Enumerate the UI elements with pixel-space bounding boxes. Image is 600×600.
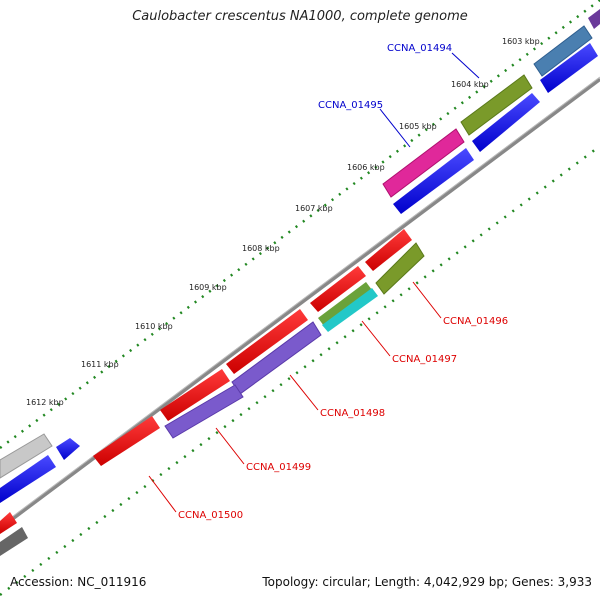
ruler-tick-label: 1608 kbp (242, 244, 280, 253)
feature-red-arrow (226, 309, 308, 374)
feature-red-arrow (310, 266, 366, 312)
gene-labels: CCNA_01494 CCNA_01495 CCNA_01496 CCNA_01… (178, 43, 508, 521)
ruler-tick-label: 1612 kbp (26, 398, 64, 407)
feature-blue-arrow (472, 93, 540, 152)
gene-label-forward[interactable]: CCNA_01494 (387, 43, 452, 54)
ruler-tick-label: 1606 kbp (347, 163, 385, 172)
ruler-tick-label: 1610 kbp (135, 322, 173, 331)
leader-01494 (451, 52, 480, 79)
map-title: Caulobacter crescentus NA1000, complete … (132, 9, 468, 24)
feature-purple-01499 (164, 384, 244, 439)
leader-01496 (412, 281, 442, 319)
ruler-tick-label: 1604 kbp (451, 80, 489, 89)
feature-purple-edge (588, 9, 600, 29)
ruler-tick-label: 1609 kbp (189, 283, 227, 292)
feature-red-01496 (365, 229, 412, 271)
gene-label-reverse[interactable]: CCNA_01498 (320, 408, 385, 419)
feature-steel-blue (533, 25, 593, 77)
label-leaders (148, 52, 480, 513)
gene-label-forward[interactable]: CCNA_01495 (318, 100, 383, 111)
genome-backbone-highlight (0, 76, 600, 527)
gene-label-reverse[interactable]: CCNA_01496 (443, 316, 508, 327)
feature-red-01500 (93, 416, 160, 466)
blue-arrows (0, 43, 598, 503)
genome-summary-text: Topology: circular; Length: 4,042,929 bp… (262, 575, 592, 589)
feature-darkgray-arrow (0, 527, 28, 556)
ruler-tick-label: 1607 kbp (295, 204, 333, 213)
feature-red-arrow (0, 512, 17, 534)
ruler-dotted-outer (0, 0, 600, 450)
feature-blue-arrow (56, 438, 80, 460)
feature-olive-01496 (375, 242, 425, 295)
reverse-strand-features (0, 229, 425, 556)
ruler-ticks: 1603 kbp 1604 kbp 1605 kbp 1606 kbp 1607… (26, 37, 540, 407)
ruler-tick-label: 1605 kbp (399, 122, 437, 131)
feature-magenta-01495 (382, 128, 465, 198)
ruler-tick-label: 1611 kbp (81, 360, 119, 369)
accession-text: Accession: NC_011916 (10, 575, 147, 589)
feature-blue-arrow (0, 455, 56, 503)
feature-blue-arrow (393, 148, 474, 214)
leader-01495 (379, 108, 411, 148)
ruler-dashed-inner (0, 144, 600, 597)
feature-cyan-01497 (322, 288, 378, 332)
leader-01499 (215, 427, 245, 465)
feature-gray-left (0, 433, 53, 479)
feature-red-arrow (160, 369, 230, 421)
gene-label-reverse[interactable]: CCNA_01497 (392, 354, 457, 365)
gene-label-reverse[interactable]: CCNA_01499 (246, 462, 311, 473)
feature-green-01497 (318, 282, 372, 326)
leader-01500 (148, 475, 177, 513)
leader-01498 (289, 374, 319, 411)
leader-01497 (361, 320, 391, 357)
feature-blue-arrow (540, 43, 598, 93)
genome-backbone (0, 77, 600, 530)
forward-strand-features (0, 9, 600, 479)
feature-olive-01494 (460, 74, 533, 136)
gene-label-reverse[interactable]: CCNA_01500 (178, 510, 243, 521)
ruler-tick-label: 1603 kbp (502, 37, 540, 46)
